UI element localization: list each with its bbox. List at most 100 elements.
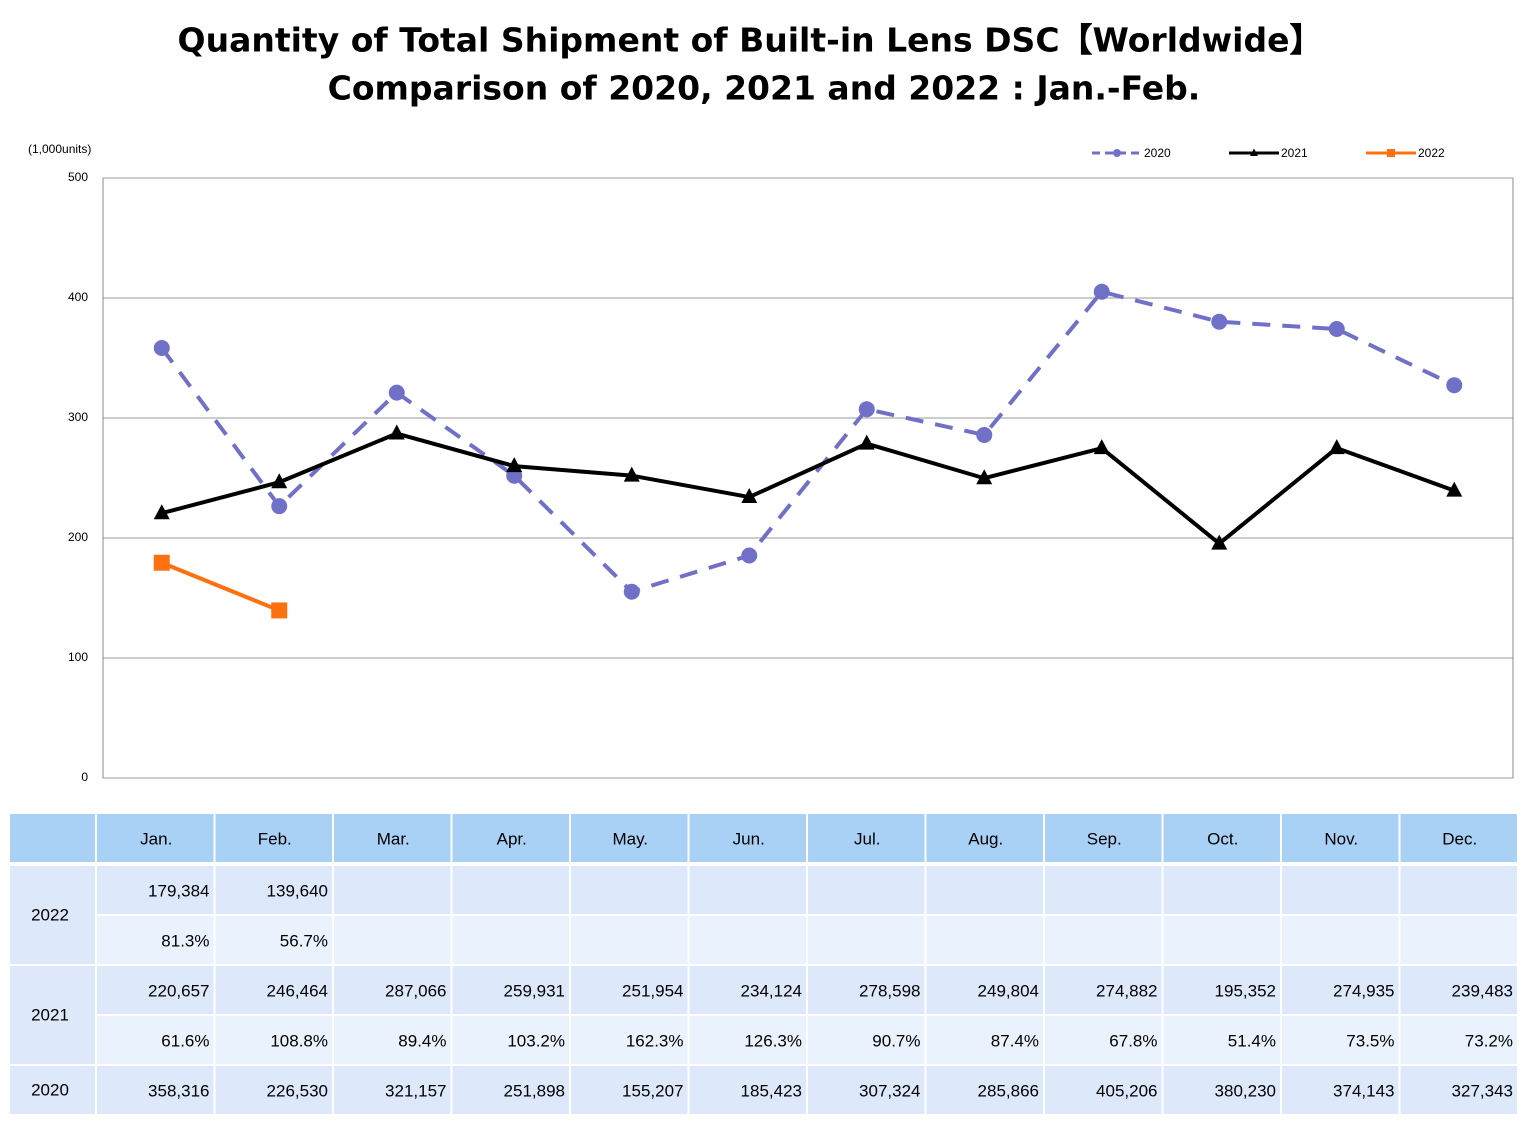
table-cell [215,1016,332,1064]
table-row-label: 2020 [31,1080,69,1099]
table-row-label-cell [10,866,95,964]
table-header-cell [689,814,806,862]
table-cell-text: 103.2% [507,1031,565,1050]
table-cell [689,1016,806,1064]
table-cell [1282,966,1399,1014]
table-cell [1045,866,1162,914]
table-header-text: Mar. [377,829,410,848]
table-header-cell [571,814,688,862]
legend-label: 2022 [1418,146,1445,160]
table-cell [1400,1066,1517,1114]
table-header-cell [1163,814,1280,862]
table-cell [1282,916,1399,964]
table-cell-text: 307,324 [859,1081,920,1100]
chart-title: Quantity of Total Shipment of Built-in L… [178,21,1323,60]
marker [858,434,875,450]
table-cell [926,1016,1043,1064]
table-cell-text: 139,640 [267,881,328,900]
table-header-cell [10,814,95,862]
y-tick-label: 400 [68,290,88,304]
table-cell [215,1066,332,1114]
table-cell-text: 251,954 [622,981,683,1000]
table-cell [1045,966,1162,1014]
table-header-text: Feb. [258,829,292,848]
table-cell-text: 327,343 [1452,1081,1513,1100]
marker [623,583,640,600]
marker [741,547,758,564]
marker [153,554,170,571]
table-cell [689,966,806,1014]
legend-marker [1113,149,1121,157]
marker [1211,313,1228,330]
marker [1446,481,1463,497]
marker [388,384,405,401]
table-cell-text: 89.4% [398,1031,446,1050]
table-cell-text: 274,882 [1096,981,1157,1000]
legend-marker [1387,149,1395,157]
marker [271,498,288,515]
table-cell [926,916,1043,964]
y-tick-label: 200 [68,530,88,544]
table-header-text: Sep. [1087,829,1122,848]
marker [623,466,640,482]
table-cell-text: 56.7% [280,931,328,950]
table-cell [1045,916,1162,964]
legend-label: 2020 [1144,146,1171,160]
table-cell [334,1016,451,1064]
table-cell [689,1066,806,1114]
table-cell [1163,1016,1280,1064]
table-cell-text: 90.7% [872,1031,920,1050]
table-cell-text: 179,384 [148,881,209,900]
table-row-label: 2021 [31,1005,69,1024]
marker [1328,321,1345,338]
marker [858,401,875,418]
table-cell-text: 249,804 [978,981,1039,1000]
table-cell-text: 185,423 [741,1081,802,1100]
table-cell-text: 246,464 [267,981,328,1000]
table-cell-text: 278,598 [859,981,920,1000]
table-cell [571,966,688,1014]
table-cell [215,966,332,1014]
marker [271,473,288,489]
marker [1328,439,1345,455]
table-cell-text: 162.3% [626,1031,684,1050]
table-cell-text: 81.3% [161,931,209,950]
table-cell-text: 380,230 [1215,1081,1276,1100]
marker [388,424,405,440]
table-cell-text: 405,206 [1096,1081,1157,1100]
table-row-label-cell [10,1066,95,1114]
table-cell [97,916,214,964]
table-cell-text: 220,657 [148,981,209,1000]
table-cell [689,916,806,964]
table-row-label-cell [10,966,95,1064]
table-cell [97,866,214,914]
table-cell [808,866,925,914]
table-cell [1400,1016,1517,1064]
table-cell-text: 155,207 [622,1081,683,1100]
marker [976,426,993,443]
table-cell [808,1016,925,1064]
table-header-text: Jul. [854,829,880,848]
table-cell [334,866,451,914]
y-tick-label: 0 [81,770,88,784]
table-cell [452,1016,569,1064]
y-axis-label: (1,000units) [28,142,91,156]
table-cell-text: 285,866 [978,1081,1039,1100]
table-cell-text: 287,066 [385,981,446,1000]
table-header-text: May. [612,829,648,848]
table-cell [452,916,569,964]
table-header-cell [452,814,569,862]
table-cell-text: 358,316 [148,1081,209,1100]
table-cell [1400,916,1517,964]
table-header-text: Nov. [1324,829,1358,848]
chart-subtitle: Comparison of 2020, 2021 and 2022 : Jan.… [328,69,1201,108]
table-cell-text: 274,935 [1333,981,1394,1000]
table-header-cell [808,814,925,862]
table-header-text: Oct. [1207,829,1238,848]
table-cell [926,966,1043,1014]
table-cell [571,1016,688,1064]
table-cell-text: 239,483 [1452,981,1513,1000]
table-cell [452,1066,569,1114]
table-cell-text: 126.3% [744,1031,802,1050]
